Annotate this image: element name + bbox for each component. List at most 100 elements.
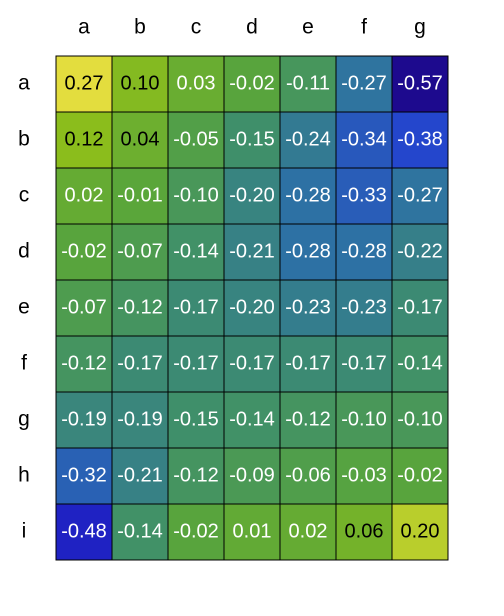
heatmap-cell: [167, 111, 225, 169]
cell-value-label: -0.02: [229, 72, 275, 94]
heatmap-cell: [167, 55, 225, 113]
heatmap-cell: [111, 55, 169, 113]
heatmap-cell: [111, 447, 169, 505]
cell-value-label: -0.11: [286, 72, 330, 94]
heatmap-cell: [279, 111, 337, 169]
row-label: c: [19, 184, 30, 207]
heatmap-cell: [55, 223, 113, 281]
heatmap-cell: [335, 503, 393, 561]
heatmap-cell: [335, 167, 393, 225]
column-label: d: [246, 16, 258, 39]
heatmap-cell: [279, 391, 337, 449]
heatmap-cell-values: 0.27 0.10 0.03 -0.02 -0.11 -0.27 -0.57 0.12 0.04…: [61, 72, 443, 542]
heatmap-cell: [55, 279, 113, 337]
cell-value-label: -0.33: [341, 184, 387, 206]
heatmap-cell: [55, 391, 113, 449]
row-label: f: [21, 352, 27, 375]
heatmap-cell: [391, 503, 449, 561]
cell-value-label: -0.23: [285, 296, 331, 318]
cell-value-label: -0.27: [397, 184, 443, 206]
heatmap-cell: [167, 167, 225, 225]
heatmap-cell: [223, 223, 281, 281]
cell-value-label: -0.17: [173, 352, 219, 374]
cell-value-label: -0.34: [341, 128, 387, 150]
heatmap-cell: [167, 503, 225, 561]
heatmap-cell: [111, 223, 169, 281]
cell-value-label: -0.14: [397, 352, 443, 374]
heatmap-cell: [167, 279, 225, 337]
row-label: g: [18, 408, 30, 431]
cell-value-label: -0.07: [117, 240, 163, 262]
heatmap-cell: [223, 447, 281, 505]
cell-value-label: -0.17: [229, 352, 275, 374]
cell-value-label: -0.38: [397, 128, 443, 150]
row-label: e: [18, 296, 30, 319]
heatmap-cell: [55, 55, 113, 113]
heatmap-cell: [335, 447, 393, 505]
cell-value-label: -0.02: [61, 240, 107, 262]
heatmap-cell: [335, 391, 393, 449]
heatmap-cell: [391, 111, 449, 169]
cell-value-label: -0.03: [341, 464, 387, 486]
column-label: b: [134, 16, 146, 39]
cell-value-label: 0.20: [401, 520, 440, 542]
cell-value-label: -0.28: [285, 240, 331, 262]
cell-value-label: 0.02: [289, 520, 328, 542]
heatmap-cell: [391, 447, 449, 505]
row-label: d: [18, 240, 30, 263]
cell-value-label: -0.14: [117, 520, 163, 542]
heatmap-cell: [55, 447, 113, 505]
cell-value-label: -0.02: [173, 520, 219, 542]
heatmap-cell: [111, 167, 169, 225]
cell-value-label: -0.06: [285, 464, 331, 486]
heatmap-cell: [279, 447, 337, 505]
heatmap-cell: [167, 391, 225, 449]
cell-value-label: -0.23: [341, 296, 387, 318]
heatmap-cell: [223, 391, 281, 449]
cell-value-label: -0.22: [397, 240, 443, 262]
cell-value-label: -0.48: [61, 520, 107, 542]
heatmap-cell: [223, 167, 281, 225]
cell-value-label: -0.17: [117, 352, 163, 374]
cell-value-label: -0.17: [173, 296, 219, 318]
row-labels: a b c d e f g h i: [18, 72, 30, 543]
row-label: a: [18, 72, 30, 95]
heatmap-cell: [55, 503, 113, 561]
cell-value-label: -0.01: [117, 184, 163, 206]
column-label: f: [361, 16, 367, 39]
cell-value-label: -0.28: [285, 184, 331, 206]
cell-value-label: 0.02: [65, 184, 104, 206]
heatmap-cell: [55, 335, 113, 393]
row-label: i: [22, 520, 27, 543]
heatmap-cell: [111, 335, 169, 393]
cell-value-label: 0.01: [233, 520, 272, 542]
column-labels: a b c d e f g: [78, 16, 426, 39]
column-label: g: [414, 16, 426, 39]
cell-value-label: -0.21: [117, 464, 163, 486]
cell-value-label: 0.27: [65, 72, 104, 94]
heatmap-cell: [223, 335, 281, 393]
heatmap-cell: [391, 223, 449, 281]
cell-value-label: -0.17: [341, 352, 387, 374]
heatmap-cell: [335, 55, 393, 113]
cell-value-label: -0.12: [117, 296, 163, 318]
cell-value-label: -0.19: [61, 408, 107, 430]
cell-value-label: -0.02: [397, 464, 443, 486]
cell-value-label: -0.10: [397, 408, 443, 430]
heatmap-cell: [279, 167, 337, 225]
cell-value-label: -0.14: [229, 408, 275, 430]
heatmap-cell: [223, 503, 281, 561]
cell-value-label: -0.24: [285, 128, 331, 150]
column-label: c: [191, 16, 202, 39]
cell-value-label: -0.12: [173, 464, 219, 486]
heatmap-cells: [55, 55, 449, 561]
cell-value-label: 0.06: [345, 520, 384, 542]
heatmap-cell: [279, 503, 337, 561]
row-label: h: [18, 464, 30, 487]
heatmap-cell: [391, 335, 449, 393]
column-label: e: [302, 16, 314, 39]
cell-value-label: -0.07: [61, 296, 107, 318]
heatmap-cell: [279, 335, 337, 393]
cell-value-label: -0.10: [341, 408, 387, 430]
